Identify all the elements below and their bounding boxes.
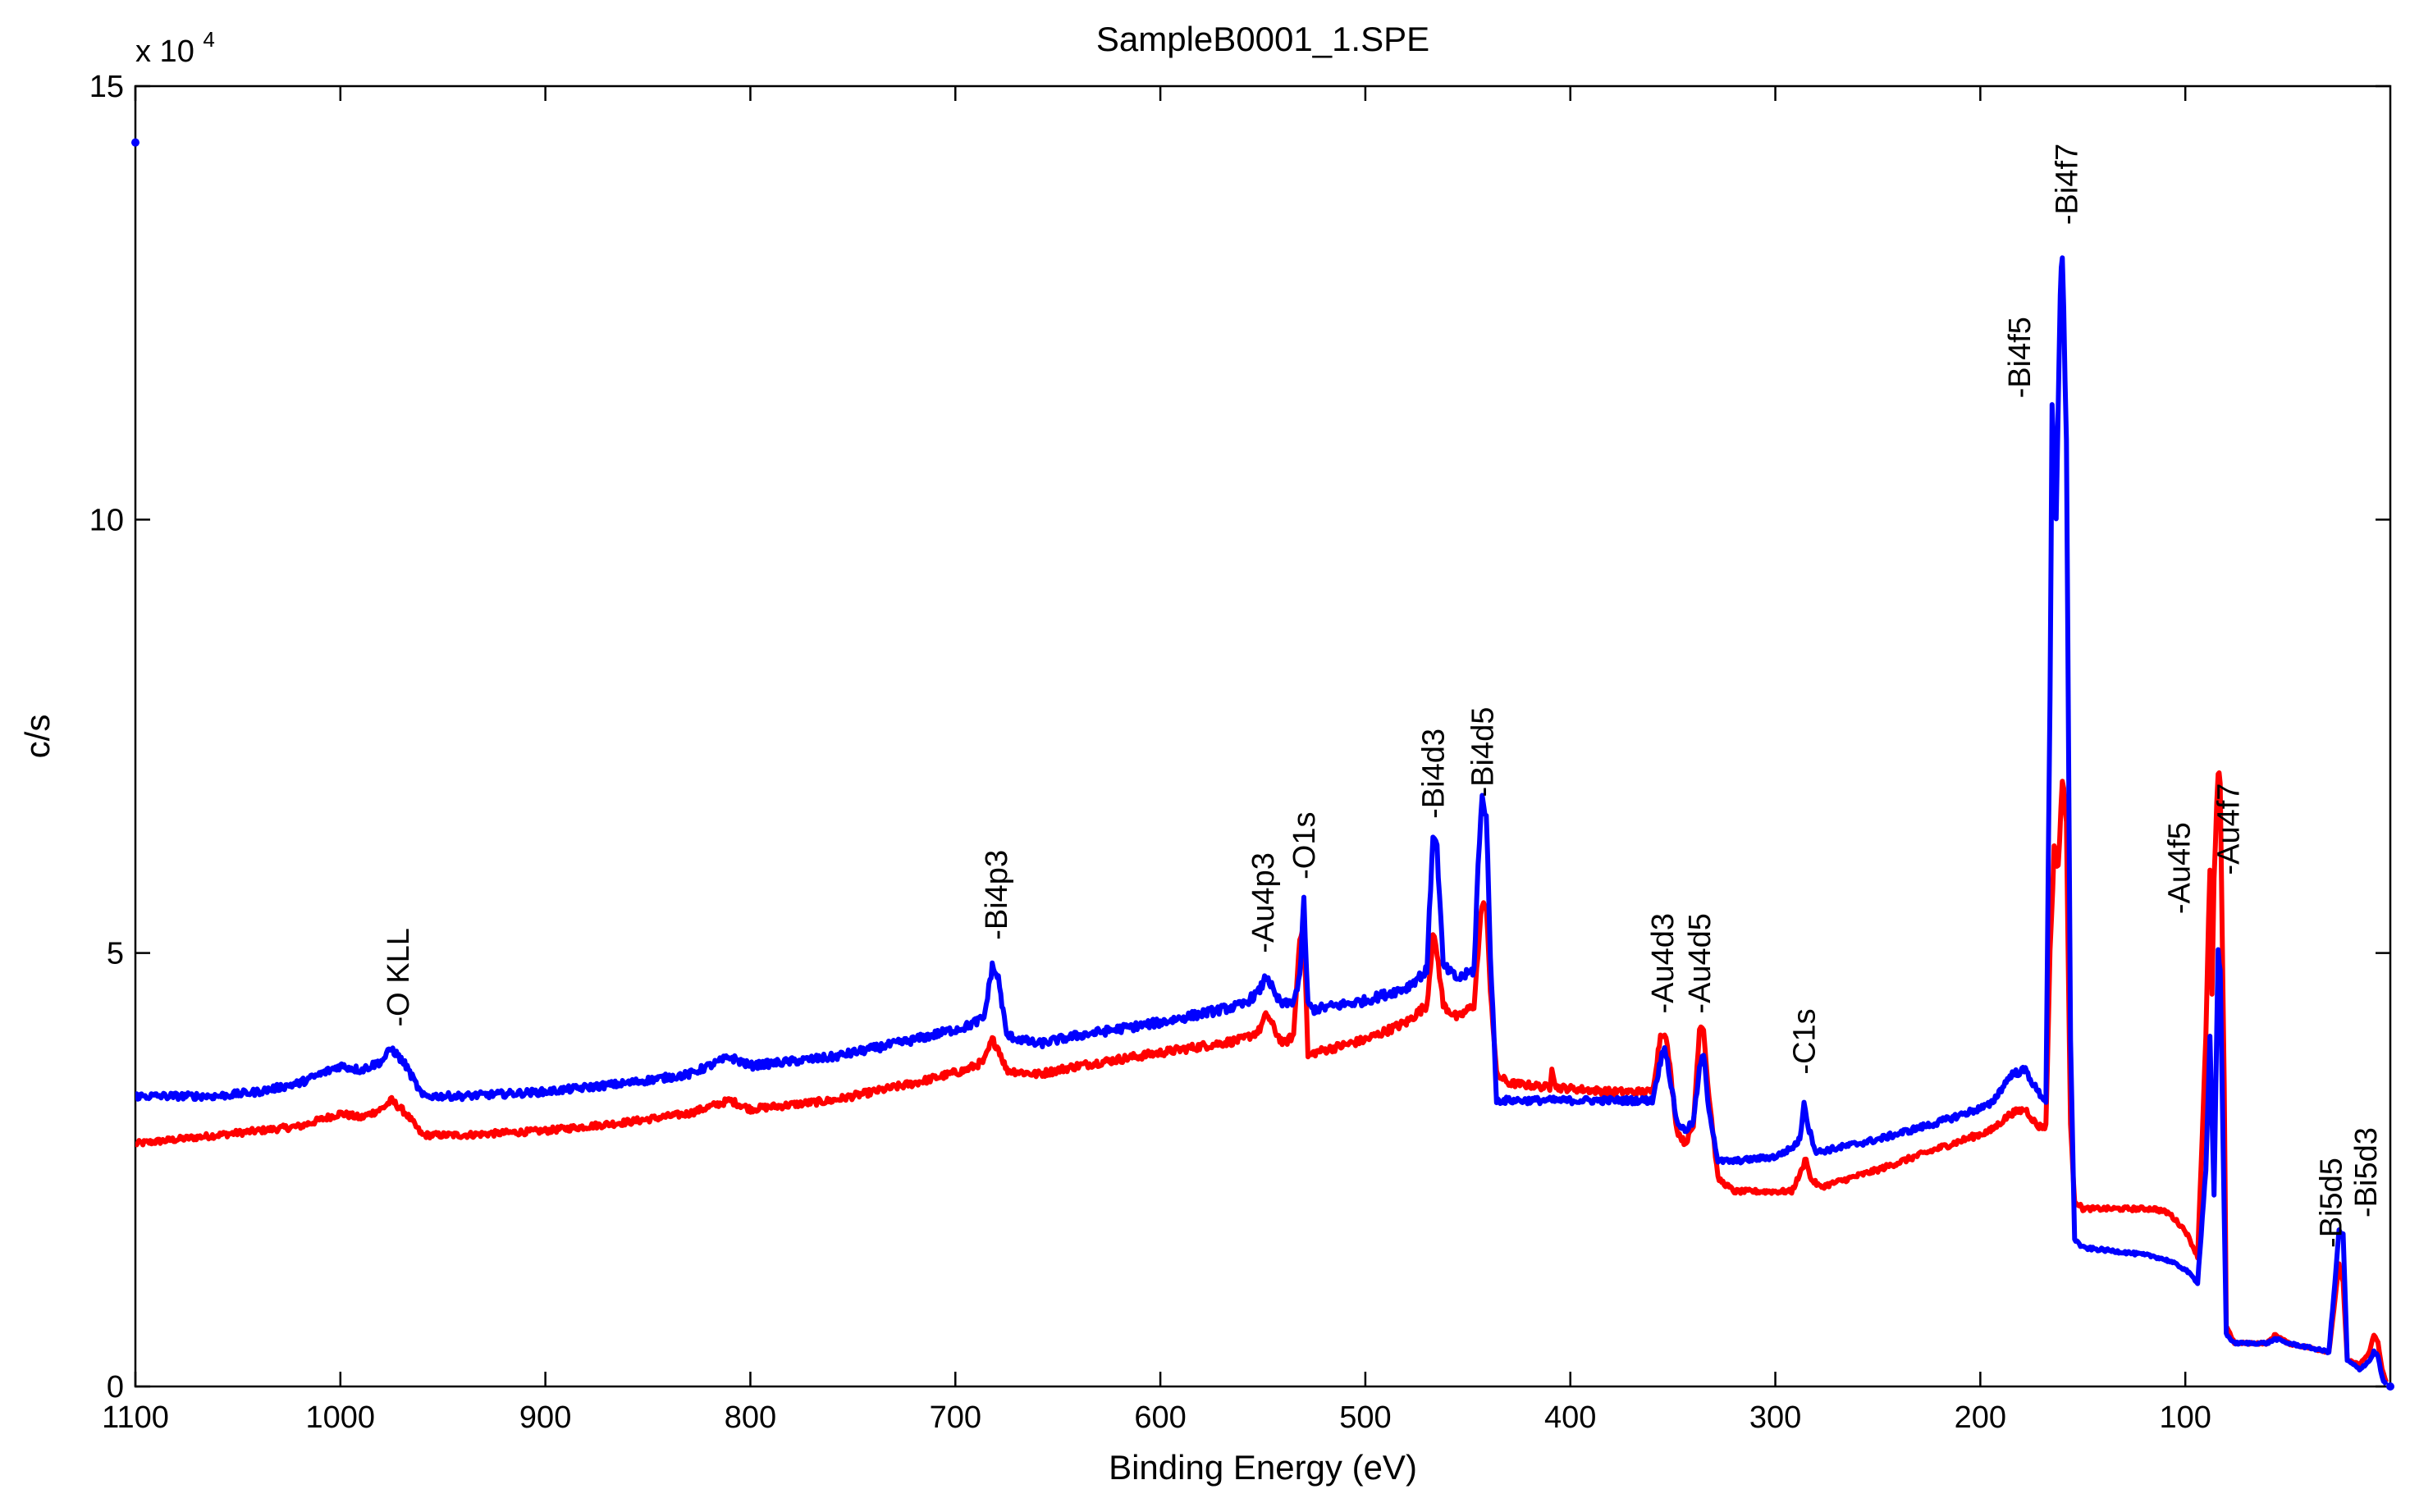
y-axis-exponent: x 10 4 <box>135 27 215 69</box>
peak-label: -O KLL <box>382 928 416 1026</box>
peak-label: -Au4f5 <box>2163 822 2197 914</box>
peak-label: -Bi4p3 <box>980 850 1014 940</box>
peak-annotations: -O KLL -Bi4p3 -Au4p3-O1s -Bi4d3 -Bi4d5 -Au4d3… <box>382 144 2384 1248</box>
series-line-blue <box>135 255 2389 1386</box>
x-axis-label: Binding Energy (eV) <box>1109 1448 1417 1487</box>
x-tick-label: 100 <box>2159 1400 2211 1435</box>
peak-label: -Bi5d5 <box>2315 1158 2349 1248</box>
point-markers <box>131 138 2394 1391</box>
x-tick-label: 400 <box>1544 1400 1596 1435</box>
chart-title: SampleB0001_1.SPE <box>1096 20 1429 58</box>
point-marker <box>2386 1382 2394 1391</box>
x-tick-label: 700 <box>930 1400 981 1435</box>
y-exponent-power: 4 <box>203 27 214 52</box>
y-tick-label: 0 <box>107 1370 124 1405</box>
x-tick-label: 1000 <box>306 1400 376 1435</box>
series-layer <box>135 255 2389 1386</box>
series-line-red <box>135 770 2389 1383</box>
x-tick-label: 800 <box>725 1400 776 1435</box>
peak-label: -Au4f7 <box>2212 783 2247 875</box>
point-marker <box>131 138 139 147</box>
y-tick-label: 15 <box>89 70 124 104</box>
x-tick-label: 300 <box>1749 1400 1801 1435</box>
peak-label: -Bi4f7 <box>2050 144 2084 225</box>
y-tick-label: 10 <box>89 503 124 537</box>
x-tick-label: 500 <box>1339 1400 1391 1435</box>
peak-label: -Au4d5 <box>1683 913 1717 1014</box>
peak-label: -O1s <box>1287 811 1322 879</box>
x-tick-label: 200 <box>1955 1400 2006 1435</box>
y-exponent-base: x 10 <box>135 34 194 69</box>
peak-label: -Bi4f5 <box>2003 317 2037 398</box>
plot-area <box>134 85 2392 1388</box>
peak-label: -Bi5d3 <box>2349 1127 2384 1217</box>
x-tick-label: 600 <box>1134 1400 1186 1435</box>
peak-label: -Bi4d5 <box>1466 707 1500 797</box>
y-tick-label: 5 <box>107 937 124 971</box>
x-tick-label: 1100 <box>102 1400 169 1435</box>
x-tick-label: 900 <box>519 1400 571 1435</box>
peak-label: -Bi4d3 <box>1416 729 1451 819</box>
axis-ticks: 1100 1000 900 800 700 600 500 400 300 200 10005101… <box>89 70 2390 1435</box>
peak-label: -C1s <box>1788 1008 1822 1074</box>
peak-label: -Au4d3 <box>1646 913 1681 1014</box>
peak-label: -Au4p3 <box>1246 852 1281 953</box>
y-axis-label: c/s <box>18 715 57 759</box>
